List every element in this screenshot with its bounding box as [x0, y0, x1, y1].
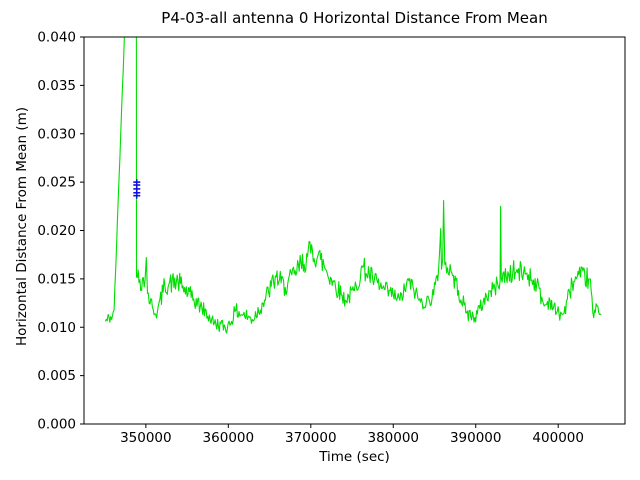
y-tick-label: 0.025	[37, 175, 76, 191]
x-tick-label: 370000	[285, 430, 337, 446]
y-tick-label: 0.000	[37, 417, 76, 433]
data-series-layer	[104, 37, 602, 334]
x-axis-label: Time (sec)	[319, 449, 390, 465]
y-tick-label: 0.035	[37, 78, 76, 94]
x-tick-label: 400000	[532, 430, 584, 446]
y-tick-label: 0.040	[37, 30, 76, 46]
series-line-horizontal-distance	[104, 37, 602, 334]
axis-ticks: 350000 360000 370000 380000 390000 400000 0.00…	[37, 30, 584, 447]
y-tick-label: 0.005	[37, 368, 76, 384]
x-tick-label: 390000	[450, 430, 502, 446]
x-tick-label: 380000	[367, 430, 419, 446]
axes-frame	[83, 36, 626, 425]
y-tick-label: 0.015	[37, 271, 76, 287]
x-tick-label: 350000	[120, 430, 172, 446]
chart-title: P4-03-all antenna 0 Horizontal Distance …	[161, 9, 548, 27]
plus-marker	[133, 193, 141, 199]
x-tick-label: 360000	[203, 430, 255, 446]
y-tick-label: 0.020	[37, 223, 76, 239]
y-tick-label: 0.030	[37, 126, 76, 142]
y-tick-label: 0.010	[37, 320, 76, 336]
